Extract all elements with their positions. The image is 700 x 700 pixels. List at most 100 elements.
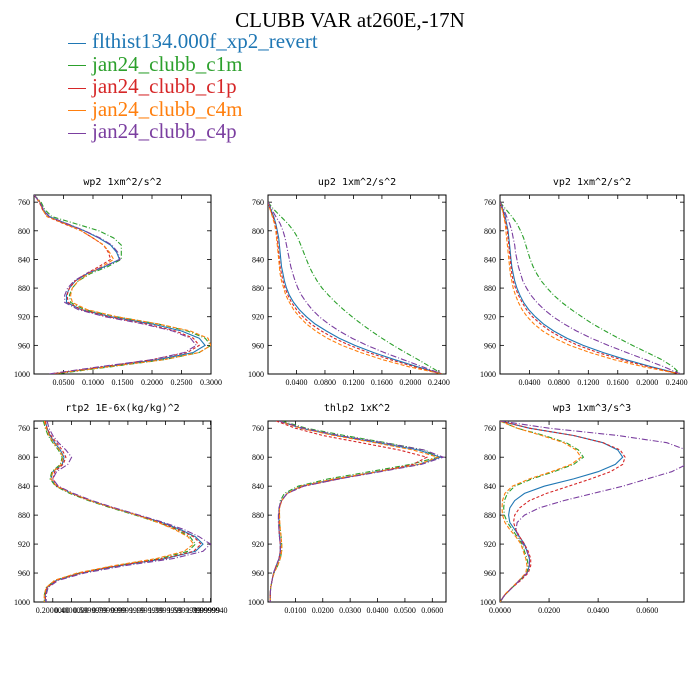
x-tick-label: 0.2000000: [36, 606, 70, 615]
series-line: [269, 421, 445, 602]
series-line: [268, 201, 443, 374]
legend-item: jan24_clubb_c4m: [68, 97, 318, 121]
y-tick-label: 1000: [480, 598, 496, 607]
series-line: [500, 421, 585, 602]
y-tick-label: 920: [252, 540, 264, 549]
y-tick-label: 800: [18, 453, 30, 462]
y-tick-label: 880: [18, 284, 30, 293]
chart-panel: vp2 1xm^2/s^2 760 800 840 880 920 960 1000 0.040…: [480, 177, 688, 387]
x-tick-label: 0.2400: [428, 378, 450, 387]
x-tick-label: 0.4000000: [55, 606, 89, 615]
y-tick-label: 960: [484, 569, 496, 578]
x-tick-label: 0.0400: [285, 378, 307, 387]
series-line: [269, 421, 440, 602]
series-line: [45, 421, 211, 602]
y-tick-label: 800: [252, 453, 264, 462]
chart-title: rtp2 1E-6x(kg/kg)^2: [65, 403, 179, 414]
series-line: [268, 202, 443, 374]
y-tick-label: 840: [484, 482, 496, 491]
plot-frame: [499, 194, 685, 375]
y-tick-label: 840: [252, 255, 264, 264]
chart-panel: thlp2 1xK^2 760 800 840 880 920 960 1000 0.0100 0…: [248, 403, 447, 615]
x-tick-label: 0.7999999: [92, 606, 126, 615]
series-line: [500, 421, 582, 602]
chart-title: wp3 1xm^3/s^3: [553, 403, 631, 414]
series-line: [500, 202, 681, 374]
y-tick-label: 880: [18, 511, 30, 520]
x-tick-label: 0.0200: [538, 606, 560, 615]
plot-frame: [499, 420, 685, 603]
x-tick-label: 0.0100: [284, 606, 306, 615]
legend-item: flthist134.000f_xp2_revert: [68, 30, 318, 53]
x-tick-label: 0.0800: [314, 378, 336, 387]
series-line: [34, 195, 198, 374]
chart-title: vp2 1xm^2/s^2: [553, 177, 631, 188]
chart-panel: wp2 1xm^2/s^2 760 800 840 880 920 960 1000 0.050…: [14, 177, 222, 387]
x-tick-label: 0.1500: [112, 378, 134, 387]
series-line: [34, 195, 201, 374]
legend-line-swatch: [68, 65, 86, 67]
y-tick-label: 800: [484, 227, 496, 236]
x-tick-label: 0.0200: [312, 606, 334, 615]
series-line: [268, 201, 443, 374]
chart-title: up2 1xm^2/s^2: [318, 177, 396, 188]
chart-title: wp2 1xm^2/s^2: [83, 177, 161, 188]
y-tick-label: 800: [484, 453, 496, 462]
x-tick-label: 0.2500: [171, 378, 193, 387]
legend-label: jan24_clubb_c1m: [92, 51, 243, 76]
series-line: [500, 201, 681, 374]
y-tick-label: 760: [18, 198, 30, 207]
x-tick-label: 0.1600: [607, 378, 629, 387]
y-tick-label: 1000: [480, 370, 496, 379]
series-line: [500, 421, 624, 602]
x-tick-label: 0.0400: [518, 378, 540, 387]
legend-item: jan24_clubb_c4p: [68, 120, 318, 143]
legend-line-swatch: [68, 132, 86, 134]
legend-line-swatch: [68, 42, 86, 44]
x-tick-label: 0.0800: [548, 378, 570, 387]
chart-panel: rtp2 1E-6x(kg/kg)^2 760 800 840 880 920 960 100…: [14, 403, 228, 615]
y-tick-label: 1000: [248, 370, 264, 379]
x-tick-label: 0.0500: [53, 378, 75, 387]
series-line: [42, 421, 197, 602]
plot-frame: [33, 420, 212, 603]
y-tick-label: 840: [18, 255, 30, 264]
x-tick-label: 0.2000: [141, 378, 163, 387]
y-tick-label: 920: [252, 313, 264, 322]
x-tick-label: 0.0000: [489, 606, 511, 615]
plot-frame: [267, 194, 447, 375]
x-tick-label: 1.1999999: [130, 606, 164, 615]
y-tick-label: 840: [252, 482, 264, 491]
x-tick-label: 0.1600: [371, 378, 393, 387]
y-tick-label: 760: [18, 424, 30, 433]
x-tick-label: 0.1200: [577, 378, 599, 387]
series-line: [44, 421, 202, 602]
x-tick-label: 0.9999999: [111, 606, 145, 615]
series-line: [500, 421, 684, 602]
legend: flthist134.000f_xp2_revert jan24_clubb_c…: [68, 30, 318, 143]
main-title: CLUBB VAR at260E,-17N: [235, 8, 465, 32]
x-tick-label: 1.9999940: [194, 606, 228, 615]
series-line: [269, 421, 440, 602]
y-tick-label: 960: [484, 341, 496, 350]
legend-item: jan24_clubb_c1m: [68, 51, 318, 76]
legend-label: flthist134.000f_xp2_revert: [92, 29, 318, 53]
y-tick-label: 760: [252, 424, 264, 433]
x-tick-label: 1.5999999: [167, 606, 201, 615]
y-tick-label: 840: [18, 482, 30, 491]
chart-panel: wp3 1xm^3/s^3 760 800 840 880 920 960 10000.000…: [480, 403, 685, 615]
x-tick-label: 0.0400: [587, 606, 609, 615]
y-tick-label: 1000: [14, 598, 30, 607]
series-line: [500, 202, 681, 374]
x-tick-label: 0.0600: [421, 606, 443, 615]
y-tick-label: 960: [252, 341, 264, 350]
y-tick-label: 960: [18, 569, 30, 578]
x-tick-label: 0.2400: [666, 378, 688, 387]
legend-line-swatch: [68, 87, 86, 89]
series-line: [500, 201, 681, 374]
series-line: [500, 201, 681, 374]
y-tick-label: 1000: [14, 370, 30, 379]
series-line: [34, 195, 211, 374]
y-tick-label: 880: [252, 511, 264, 520]
